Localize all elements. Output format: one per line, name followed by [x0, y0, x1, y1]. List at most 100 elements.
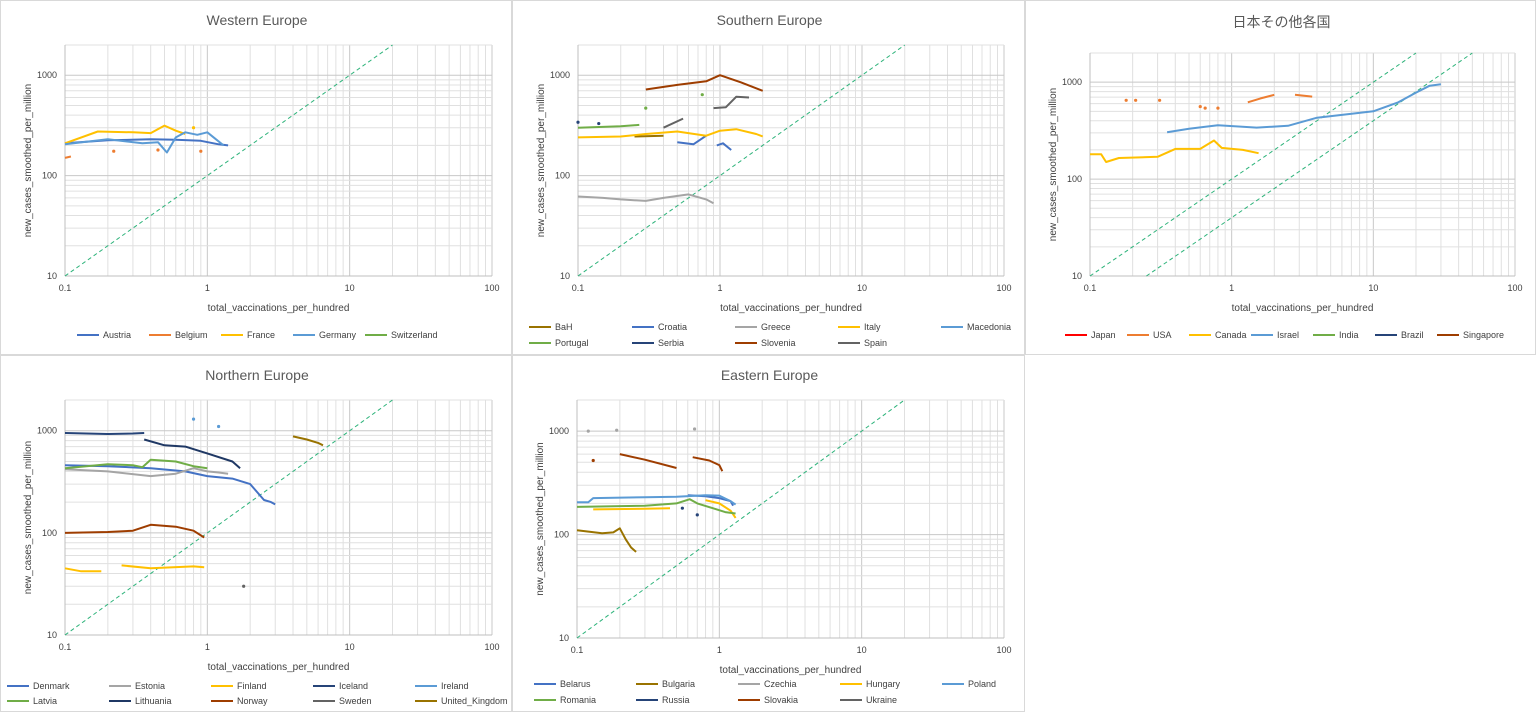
chart-title: 日本その他各国 — [1233, 14, 1331, 30]
x-tick-label: 0.1 — [59, 642, 72, 652]
legend-item: Iceland — [313, 681, 368, 691]
legend-item: Lithuania — [109, 696, 172, 706]
chart-svg: Western Europe 0.1 1 10 100 10 100 1000 total_va… — [23, 12, 500, 340]
legend-label: Slovakia — [764, 695, 798, 705]
chart-panel-northern-europe: Northern Europe 0.1 1 10 100 10 100 1000 total_v… — [0, 355, 512, 712]
series-line — [663, 117, 684, 129]
x-tick-label: 100 — [996, 645, 1011, 655]
series-latvia — [64, 458, 208, 470]
series-line — [677, 134, 707, 146]
grid-lines — [64, 44, 493, 277]
series-hungary — [593, 499, 737, 519]
legend-label: Portugal — [555, 338, 589, 348]
legend-label: United_Kingdom — [441, 696, 508, 706]
y-tick-label: 100 — [42, 528, 57, 538]
x-tick-label: 1 — [717, 645, 722, 655]
legend-item: Germany — [293, 330, 357, 340]
legend-item: Norway — [211, 696, 268, 706]
x-tick-label: 1 — [205, 283, 210, 293]
legend-label: Serbia — [658, 338, 684, 348]
data-point — [700, 93, 704, 97]
series-romania — [576, 498, 736, 515]
legend-item: Estonia — [109, 681, 165, 691]
series-line — [143, 438, 241, 469]
series-line — [577, 128, 764, 139]
legend-label: Slovenia — [761, 338, 796, 348]
series-line — [1090, 139, 1259, 163]
series-line — [1166, 83, 1442, 134]
x-tick-label: 1 — [1229, 283, 1234, 293]
x-tick-label: 0.1 — [59, 283, 72, 293]
series-slovakia — [591, 453, 724, 472]
legend-label: Czechia — [764, 679, 797, 689]
series-sweden — [242, 584, 246, 588]
series-line — [1294, 93, 1313, 98]
legend-item: Finland — [211, 681, 267, 691]
y-axis-label: new_cases_smoothed_per_million — [23, 441, 34, 594]
x-tick-label: 0.1 — [1084, 283, 1097, 293]
data-point — [591, 458, 595, 463]
legend-label: France — [247, 330, 275, 340]
x-axis-label: total_vaccinations_per_hundred — [208, 303, 350, 314]
series-canada — [1090, 139, 1259, 163]
legend-label: Brazil — [1401, 330, 1424, 340]
data-point — [217, 424, 221, 429]
series-line — [64, 464, 276, 506]
series-croatia — [677, 134, 732, 151]
series-denmark — [64, 464, 276, 506]
y-tick-label: 100 — [42, 171, 57, 181]
x-tick-label: 10 — [857, 645, 867, 655]
series-line — [593, 507, 671, 511]
legend-label: Lithuania — [135, 696, 172, 706]
chart-panel-western-europe: Western Europe 0.1 1 10 100 10 100 1000 total_va… — [0, 0, 512, 355]
series-lithuania — [143, 438, 241, 469]
series-serbia — [576, 120, 601, 126]
legend-item: Austria — [77, 330, 131, 340]
legend-item: Bulgaria — [636, 679, 695, 689]
grid-lines — [1089, 52, 1516, 277]
series-line — [645, 74, 764, 92]
grid-lines — [576, 399, 1005, 639]
legend-item: Greece — [735, 322, 791, 332]
y-axis-label: new_cases_smoothed_per_million — [23, 84, 34, 237]
series-norway — [64, 523, 205, 539]
chart-svg: Eastern Europe 0.1 1 10 100 10 100 1000 total_va… — [534, 367, 1012, 705]
x-axis-label: total_vaccinations_per_hundred — [208, 662, 350, 673]
x-tick-label: 1 — [205, 642, 210, 652]
series-usa — [1124, 93, 1313, 110]
legend-item: USA — [1127, 330, 1172, 340]
legend-label: Iceland — [339, 681, 368, 691]
y-tick-label: 100 — [1067, 174, 1082, 184]
legend-item: Japan — [1065, 330, 1116, 340]
legend-label: Denmark — [33, 681, 70, 691]
series-russia — [680, 506, 699, 517]
legend-label: India — [1339, 330, 1359, 340]
data-point — [1203, 106, 1207, 110]
y-tick-label: 1000 — [1062, 77, 1082, 87]
data-point — [156, 148, 160, 152]
y-axis-label: new_cases_smoothed_per_million — [535, 442, 546, 595]
data-point — [191, 126, 196, 130]
legend-item: Latvia — [7, 696, 57, 706]
legend-label: Belgium — [175, 330, 208, 340]
x-tick-label: 0.1 — [572, 283, 585, 293]
legend-label: BaH — [555, 322, 573, 332]
chart-svg: 日本その他各国 0.1 1 10 100 10 100 1000 total_vaccinati… — [1048, 14, 1523, 340]
legend-item: Macedonia — [941, 322, 1011, 332]
legend-item: Slovenia — [735, 338, 796, 348]
data-point — [695, 513, 699, 517]
y-tick-label: 100 — [554, 530, 569, 540]
y-tick-label: 1000 — [37, 70, 57, 80]
series-ireland — [191, 417, 221, 429]
series-poland — [577, 494, 737, 506]
legend-item: India — [1313, 330, 1359, 340]
legend-label: Ukraine — [866, 695, 897, 705]
legend-label: Bulgaria — [662, 679, 695, 689]
y-tick-label: 10 — [559, 633, 569, 643]
legend-item: Croatia — [632, 322, 687, 332]
legend-item: Hungary — [840, 679, 901, 689]
legend-label: Singapore — [1463, 330, 1504, 340]
series-estonia — [64, 467, 229, 478]
legend-item: Spain — [838, 338, 887, 348]
legend-item: Italy — [838, 322, 881, 332]
